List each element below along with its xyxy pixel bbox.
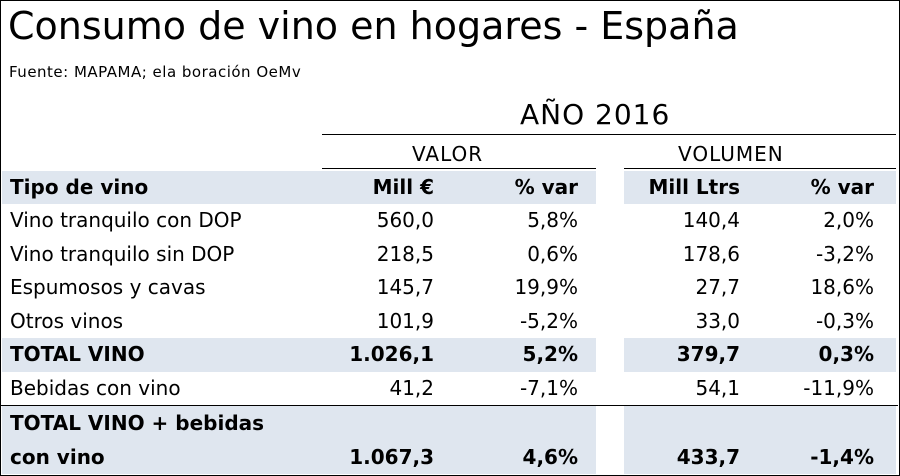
grand-total-valor: 1.067,3 [349, 445, 434, 469]
cell-volumen: 140,4 [682, 208, 740, 232]
valor-rule [322, 168, 596, 169]
grand-total-row: TOTAL VINO + bebidas con vino 1.067,3 4,… [2, 405, 896, 474]
cell-tipo: Bebidas con vino [10, 375, 181, 400]
header-row: Tipo de vino Mill € % var Mill Ltrs % va… [2, 171, 896, 204]
cell-valor: 1.026,1 [349, 342, 434, 366]
volumen-rule [624, 168, 896, 169]
table-row: Bebidas con vino 41,2 -7,1% 54,1 -11,9% [2, 372, 896, 406]
cell-tipo: TOTAL VINO [10, 342, 145, 366]
grand-total-valor-var: 4,6% [522, 445, 578, 469]
grand-total-volumen-var: -1,4% [810, 445, 874, 469]
cell-valor: 560,0 [376, 208, 434, 232]
total-row: TOTAL VINO 1.026,1 5,2% 379,7 0,3% [2, 338, 896, 372]
cell-volumen-var: 2,0% [823, 208, 874, 232]
page-title: Consumo de vino en hogares - España [8, 4, 739, 48]
cell-valor: 145,7 [376, 275, 434, 299]
header-var-valor: % var [514, 175, 578, 199]
cell-tipo: Espumosos y cavas [10, 275, 206, 299]
cell-volumen-var: -11,9% [803, 375, 874, 400]
year-label: AÑO 2016 [520, 98, 671, 131]
cell-valor: 218,5 [376, 241, 434, 266]
group-valor: VALOR [412, 142, 484, 166]
table-row: Vino tranquilo con DOP 560,0 5,8% 140,4 2,0% [2, 204, 896, 238]
group-volumen: VOLUMEN [678, 142, 784, 166]
cell-volumen: 54,1 [695, 375, 740, 400]
table-row: Otros vinos 101,9 -5,2% 33,0 -0,3% [2, 305, 896, 339]
cell-valor-var: 5,2% [522, 342, 578, 366]
cell-volumen: 33,0 [695, 308, 740, 333]
cell-valor-var: -5,2% [519, 308, 578, 333]
cell-valor-var: -7,1% [519, 375, 578, 400]
grand-total-top-rule [0, 405, 898, 406]
table-row: Espumosos y cavas 145,7 19,9% 27,7 18,6% [2, 271, 896, 305]
grand-total-label-line1: TOTAL VINO + bebidas [10, 411, 265, 435]
cell-tipo: Otros vinos [10, 308, 124, 333]
header-var-volumen: % var [810, 175, 874, 199]
cell-volumen-var: 18,6% [810, 275, 874, 299]
header-tipo: Tipo de vino [10, 175, 149, 199]
cell-volumen: 27,7 [695, 275, 740, 299]
year-rule [322, 134, 896, 135]
source-note: Fuente: MAPAMA; ela boración OeMv [9, 63, 302, 81]
cell-volumen-var: 0,3% [818, 342, 874, 366]
header-mill-ltrs: Mill Ltrs [648, 175, 740, 199]
grand-total-label-line2: con vino [10, 445, 105, 469]
cell-volumen-var: -3,2% [815, 241, 874, 266]
cell-tipo: Vino tranquilo sin DOP [10, 241, 235, 266]
cell-tipo: Vino tranquilo con DOP [10, 208, 242, 232]
cell-valor-var: 5,8% [527, 208, 578, 232]
cell-valor: 41,2 [389, 375, 434, 400]
cell-valor-var: 0,6% [527, 241, 578, 266]
cell-volumen: 379,7 [676, 342, 740, 366]
table-row: Vino tranquilo sin DOP 218,5 0,6% 178,6 -3,2… [2, 238, 896, 272]
header-mill-eur: Mill € [372, 175, 434, 199]
cell-volumen-var: -0,3% [815, 308, 874, 333]
cell-volumen: 178,6 [682, 241, 740, 266]
grand-total-volumen: 433,7 [676, 445, 740, 469]
cell-valor-var: 19,9% [514, 275, 578, 299]
cell-valor: 101,9 [376, 308, 434, 333]
